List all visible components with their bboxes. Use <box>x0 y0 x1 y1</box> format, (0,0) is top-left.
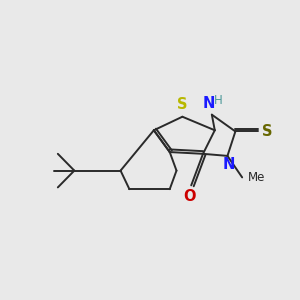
Text: N: N <box>222 157 235 172</box>
Text: O: O <box>184 189 196 204</box>
Text: Me: Me <box>248 171 265 184</box>
Text: N: N <box>203 96 215 111</box>
Text: S: S <box>177 97 188 112</box>
Text: H: H <box>214 94 223 107</box>
Text: S: S <box>262 124 272 139</box>
